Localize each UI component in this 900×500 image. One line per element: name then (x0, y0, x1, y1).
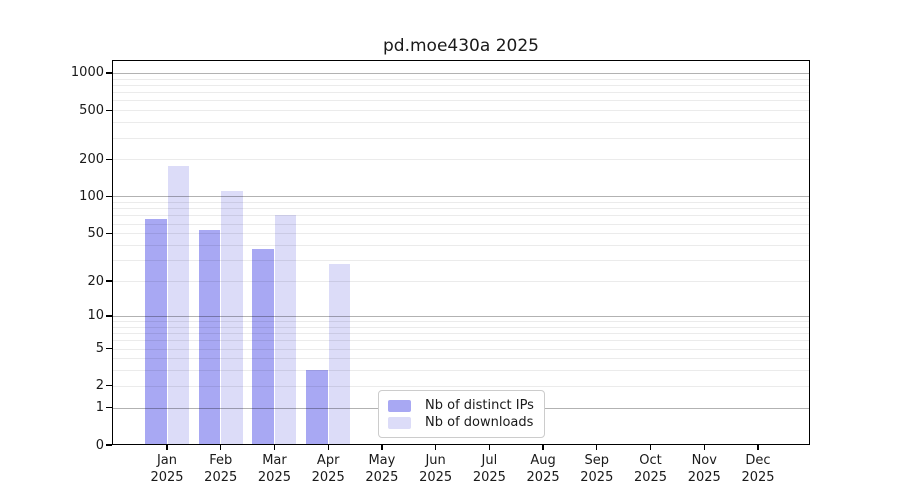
x-tick-mark (542, 445, 544, 450)
y-tick-label: 50 (87, 225, 104, 241)
x-tick-year: 2025 (365, 470, 399, 485)
y-tick-mark (106, 444, 112, 446)
bar-downloads (328, 263, 351, 445)
bar-downloads (221, 190, 243, 445)
y-tick-mark (106, 315, 112, 317)
plot-area (112, 60, 810, 445)
x-tick-mark (381, 445, 383, 450)
x-tick-mark (757, 445, 759, 450)
y-tick-label: 0 (95, 437, 104, 453)
x-tick-year: 2025 (419, 470, 453, 485)
x-tick-mark (596, 445, 598, 450)
y-tick-label: 1 (95, 400, 104, 416)
x-tick-label: Jul 2025 (457, 452, 521, 486)
bar-downloads (167, 166, 189, 445)
x-tick-month: Apr (316, 453, 340, 468)
bar-distinct-ips (145, 218, 167, 445)
x-tick-year: 2025 (741, 470, 775, 485)
x-tick-month: Sep (584, 453, 610, 468)
y-tick-mark (106, 232, 112, 234)
x-tick-month: Oct (639, 453, 662, 468)
x-tick-year: 2025 (472, 470, 506, 485)
y-tick-mark (106, 280, 112, 282)
x-tick-label: Aug 2025 (511, 452, 575, 486)
x-tick-month: Feb (209, 453, 233, 468)
x-tick-label: May 2025 (350, 452, 414, 486)
legend-swatch-downloads (388, 416, 411, 429)
chart-title: pd.moe430a 2025 (383, 36, 539, 56)
x-tick-mark (649, 445, 652, 450)
x-tick-mark (434, 445, 437, 450)
x-tick-label: Nov 2025 (672, 452, 736, 486)
x-tick-month: Jan (156, 453, 178, 468)
x-tick-year: 2025 (204, 470, 238, 485)
x-tick-month: Mar (262, 453, 287, 468)
x-tick-year: 2025 (150, 470, 184, 485)
x-tick-year: 2025 (580, 470, 614, 485)
y-tick-mark (106, 347, 112, 350)
x-tick-month: Aug (530, 453, 556, 468)
y-tick-label: 1000 (70, 65, 104, 81)
x-tick-year: 2025 (633, 470, 668, 485)
y-tick-mark (106, 385, 112, 387)
x-tick-mark (703, 445, 705, 450)
y-tick-mark (106, 158, 112, 161)
x-tick-month: Dec (745, 453, 771, 468)
bar-distinct-ips (252, 249, 274, 445)
x-tick-label: Sep 2025 (565, 452, 629, 486)
x-tick-mark (220, 445, 222, 450)
x-tick-label: Jun 2025 (404, 452, 468, 486)
bar-distinct-ips (306, 370, 328, 445)
x-tick-year: 2025 (257, 470, 291, 485)
y-tick-label: 2 (95, 378, 104, 394)
x-tick-month: May (368, 453, 396, 468)
y-tick-label: 100 (79, 188, 104, 204)
bar-distinct-ips (198, 230, 221, 445)
x-tick-label: Oct 2025 (619, 452, 683, 486)
y-tick-label: 200 (79, 151, 104, 167)
y-tick-label: 20 (87, 273, 104, 289)
x-tick-label: Mar 2025 (242, 452, 306, 486)
x-tick-year: 2025 (687, 470, 721, 485)
x-tick-month: Jul (481, 453, 498, 468)
legend-item-downloads: Nb of downloads (388, 415, 535, 430)
legend-label-distinct-ips: Nb of distinct IPs (425, 398, 534, 413)
bar-downloads (274, 214, 297, 445)
y-tick-mark (106, 407, 112, 409)
x-tick-label: Dec 2025 (726, 452, 790, 486)
x-tick-label: Jan 2025 (135, 452, 199, 486)
y-tick-mark (106, 195, 112, 198)
x-tick-mark (327, 445, 329, 450)
x-tick-year: 2025 (526, 470, 560, 485)
legend-swatch-distinct-ips (388, 399, 411, 412)
x-tick-mark (273, 445, 276, 450)
x-tick-month: Nov (691, 453, 717, 468)
y-tick-label: 5 (95, 341, 104, 356)
legend: Nb of distinct IPs Nb of downloads (378, 390, 545, 438)
x-tick-label: Feb 2025 (189, 452, 253, 486)
x-tick-mark (488, 445, 490, 450)
y-tick-label: 500 (79, 102, 104, 118)
x-tick-month: Jun (425, 453, 446, 468)
y-tick-label: 10 (87, 308, 104, 324)
x-tick-label: Apr 2025 (296, 452, 360, 486)
x-tick-year: 2025 (311, 470, 345, 485)
y-tick-mark (106, 109, 112, 111)
x-tick-mark (166, 445, 168, 450)
bars-layer (112, 60, 810, 445)
legend-item-distinct-ips: Nb of distinct IPs (388, 398, 535, 413)
legend-label-downloads: Nb of downloads (425, 415, 534, 430)
y-tick-mark (106, 72, 112, 74)
